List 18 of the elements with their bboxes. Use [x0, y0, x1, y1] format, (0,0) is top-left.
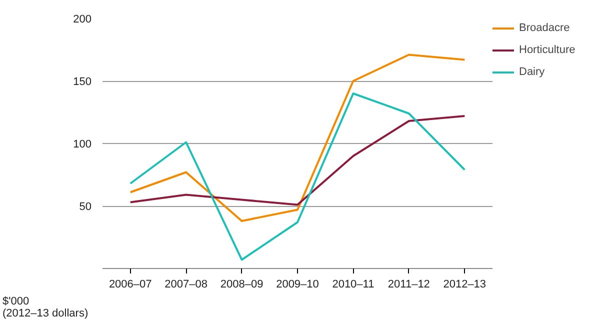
y-tick-label: 150: [73, 76, 92, 88]
line-series: [129, 54, 466, 222]
x-tick-label: 2010–11: [332, 278, 374, 290]
x-tick-label: 2008–09: [220, 278, 264, 290]
legend-label: Broadacre: [519, 22, 571, 34]
x-tick-label: 2012–13: [443, 278, 486, 290]
y-tick-label: 50: [79, 201, 92, 213]
y-axis-title: $'000 (2012–13 dollars): [2, 296, 88, 320]
y-tick-label: 100: [73, 138, 92, 150]
legend-label: Horticulture: [519, 44, 576, 56]
y-tick-label: 200: [73, 14, 92, 26]
line-series: [129, 115, 466, 206]
x-tick-label: 2009–10: [276, 278, 319, 290]
line-series: [129, 92, 466, 261]
x-tick-label: 2011–12: [388, 278, 430, 290]
x-tick-label: 2006–07: [108, 278, 152, 290]
x-tick-label: 2007–08: [164, 278, 208, 290]
legend-label: Dairy: [519, 66, 546, 78]
